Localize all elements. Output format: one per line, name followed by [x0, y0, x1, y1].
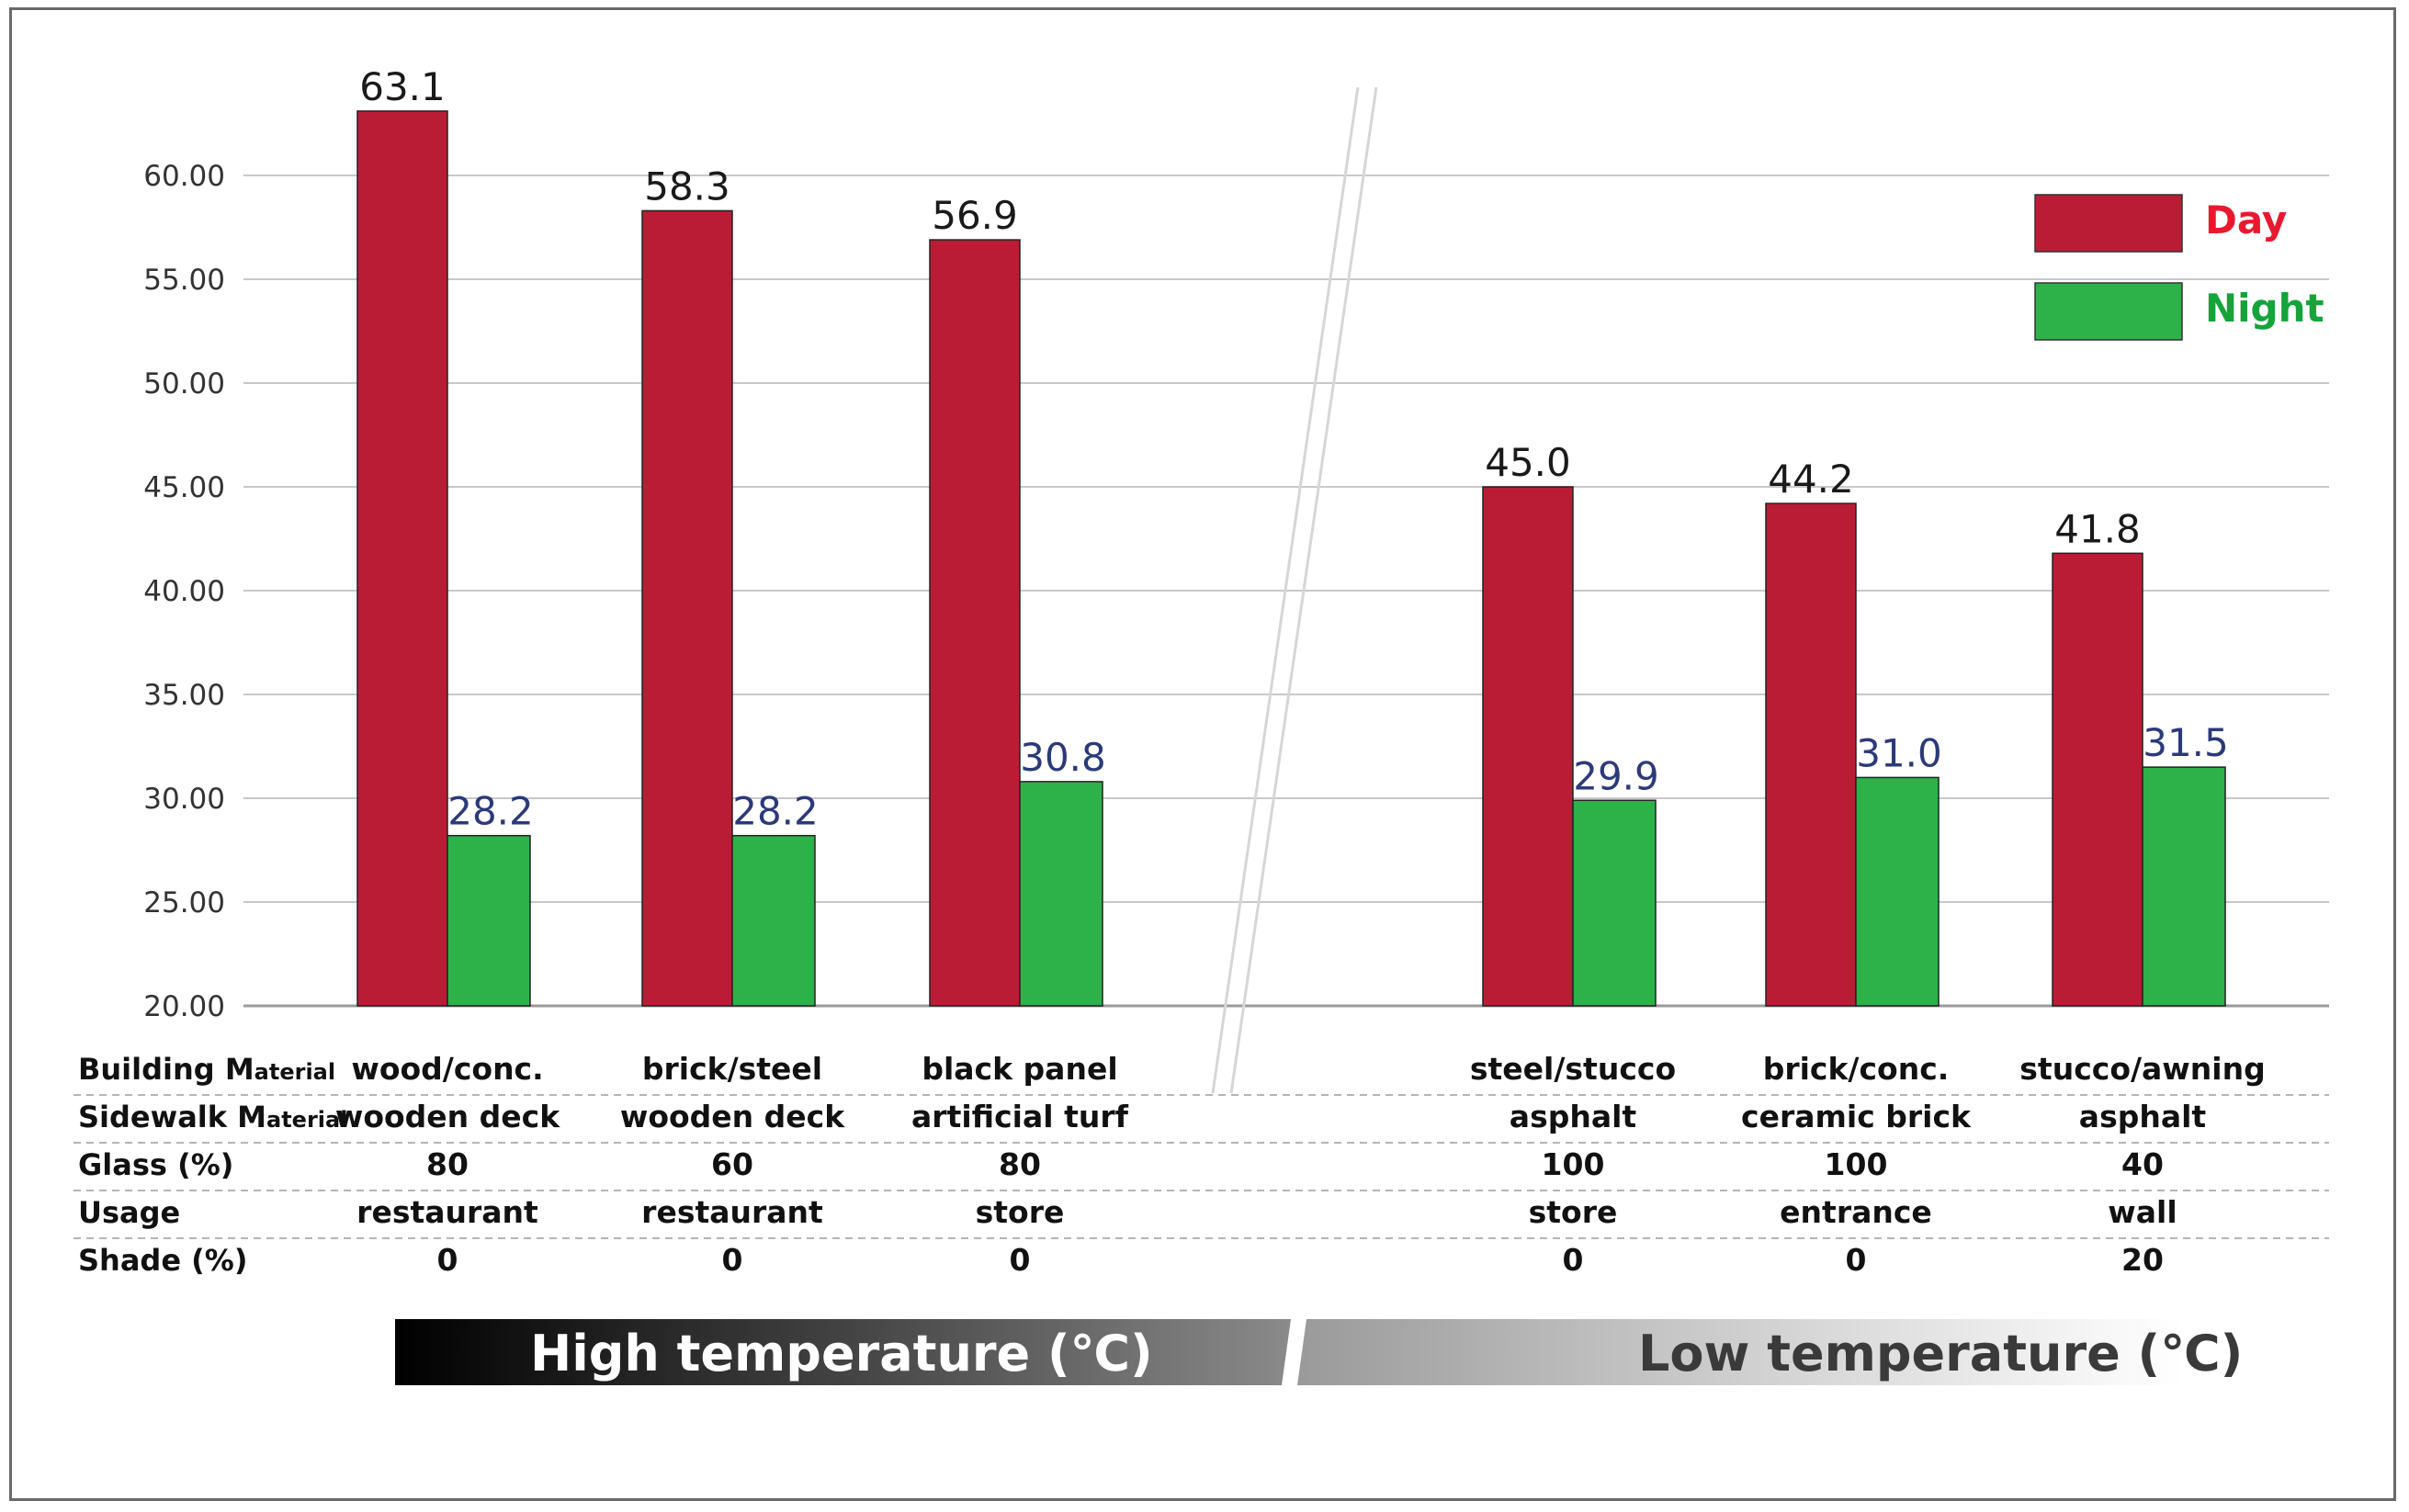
bar-night — [1572, 799, 1657, 1007]
legend-night-label: Night — [2205, 286, 2324, 331]
table-cell: stucco/awning — [2019, 1051, 2265, 1087]
y-tick-label: 35.00 — [143, 679, 225, 712]
value-label-night: 28.2 — [447, 789, 534, 834]
y-axis-ticks: 20.00 25.00 30.00 35.00 40.00 45.00 50.00 55.00… — [143, 160, 225, 1023]
table-cell: 0 — [1563, 1242, 1584, 1278]
table-cell: 40 — [2121, 1146, 2164, 1182]
data-table: Building Material wood/conc. brick/steel bl… — [78, 1051, 2266, 1278]
bar-night — [447, 834, 531, 1007]
low-temperature-band — [1297, 1319, 2182, 1385]
high-temperature-band — [395, 1319, 1291, 1385]
table-cell: 0 — [437, 1242, 458, 1278]
bar-day — [356, 110, 448, 1007]
table-cell: entrance — [1780, 1194, 1932, 1230]
value-label-night: 30.8 — [1020, 735, 1106, 780]
table-cell: wood/conc. — [351, 1051, 543, 1087]
table-cell: 20 — [2121, 1242, 2164, 1278]
value-label-day: 63.1 — [359, 64, 446, 109]
table-cell: restaurant — [356, 1194, 538, 1230]
bar-night — [1855, 776, 1940, 1007]
table-dividers — [74, 1094, 2329, 1239]
value-label-day: 44.2 — [1768, 457, 1854, 502]
table-cell: 100 — [1542, 1146, 1605, 1182]
table-cell: 60 — [711, 1146, 753, 1182]
chart-frame — [9, 7, 2396, 1501]
table-cell: store — [976, 1194, 1065, 1230]
table-cell: artificial turf — [911, 1099, 1129, 1134]
table-cell: 0 — [1010, 1242, 1031, 1278]
bar-day — [641, 209, 733, 1007]
table-cell: steel/stucco — [1470, 1051, 1676, 1087]
value-label-day: 56.9 — [932, 193, 1018, 238]
table-cell: 80 — [999, 1146, 1041, 1182]
row-header: Shade (%) — [78, 1243, 247, 1278]
table-cell: asphalt — [1510, 1099, 1637, 1134]
value-label-night: 31.0 — [1856, 730, 1942, 775]
legend: Day Night — [2034, 194, 2324, 341]
row-header: Glass (%) — [78, 1147, 233, 1182]
row-header: Usage — [78, 1195, 180, 1230]
y-tick-label: 20.00 — [143, 990, 225, 1023]
table-cell: black panel — [922, 1051, 1117, 1087]
value-label-night: 29.9 — [1573, 753, 1659, 798]
y-tick-label: 45.00 — [143, 471, 225, 504]
value-labels: 63.1 28.2 58.3 28.2 56.9 30.8 45.0 29.9 44.2 31.0… — [359, 64, 2229, 834]
temperature-bands: High temperature (℃) Low temperature (℃) — [395, 1319, 2243, 1385]
bar-night — [1019, 781, 1103, 1007]
y-tick-label: 25.00 — [143, 886, 225, 920]
table-cell: wooden deck — [620, 1099, 845, 1134]
value-label-night: 31.5 — [2143, 720, 2229, 765]
table-cell: asphalt — [2079, 1099, 2207, 1134]
row-header: Building Material — [78, 1052, 335, 1087]
gridlines — [243, 175, 2329, 1008]
y-tick-label: 60.00 — [143, 160, 225, 193]
bar-day — [929, 239, 1021, 1007]
table-cell: brick/conc. — [1763, 1051, 1950, 1087]
bar-night — [2142, 766, 2226, 1007]
table-cell: store — [1529, 1194, 1618, 1230]
table-cell: 0 — [1846, 1242, 1867, 1278]
bar-day — [1765, 502, 1857, 1007]
axis-break-slash — [1211, 86, 1378, 1094]
low-temperature-label: Low temperature (℃) — [1638, 1325, 2243, 1382]
bars — [356, 110, 2226, 1007]
row-header: Sidewalk Material — [78, 1100, 347, 1134]
table-cell: 100 — [1825, 1146, 1888, 1182]
value-label-day: 58.3 — [644, 164, 730, 209]
table-cell: wall — [2108, 1194, 2177, 1230]
legend-night-swatch — [2034, 282, 2183, 341]
y-tick-label: 50.00 — [143, 367, 225, 401]
bar-night — [731, 834, 816, 1007]
table-cell: restaurant — [641, 1194, 823, 1230]
legend-day-label: Day — [2205, 197, 2287, 243]
value-label-day: 41.8 — [2054, 506, 2141, 551]
value-label-day: 45.0 — [1485, 440, 1571, 485]
high-temperature-label: High temperature (℃) — [530, 1325, 1153, 1382]
bar-day — [2052, 552, 2143, 1007]
y-tick-label: 55.00 — [143, 264, 225, 297]
table-cell: ceramic brick — [1741, 1099, 1972, 1134]
value-label-night: 28.2 — [732, 789, 819, 834]
table-cell: 0 — [722, 1242, 743, 1278]
y-tick-label: 40.00 — [143, 575, 225, 608]
table-cell: 80 — [426, 1146, 469, 1182]
table-cell: wooden deck — [335, 1099, 560, 1134]
table-cell: brick/steel — [642, 1051, 822, 1087]
y-tick-label: 30.00 — [143, 783, 225, 816]
bar-day — [1482, 486, 1574, 1007]
legend-day-swatch — [2034, 194, 2183, 253]
